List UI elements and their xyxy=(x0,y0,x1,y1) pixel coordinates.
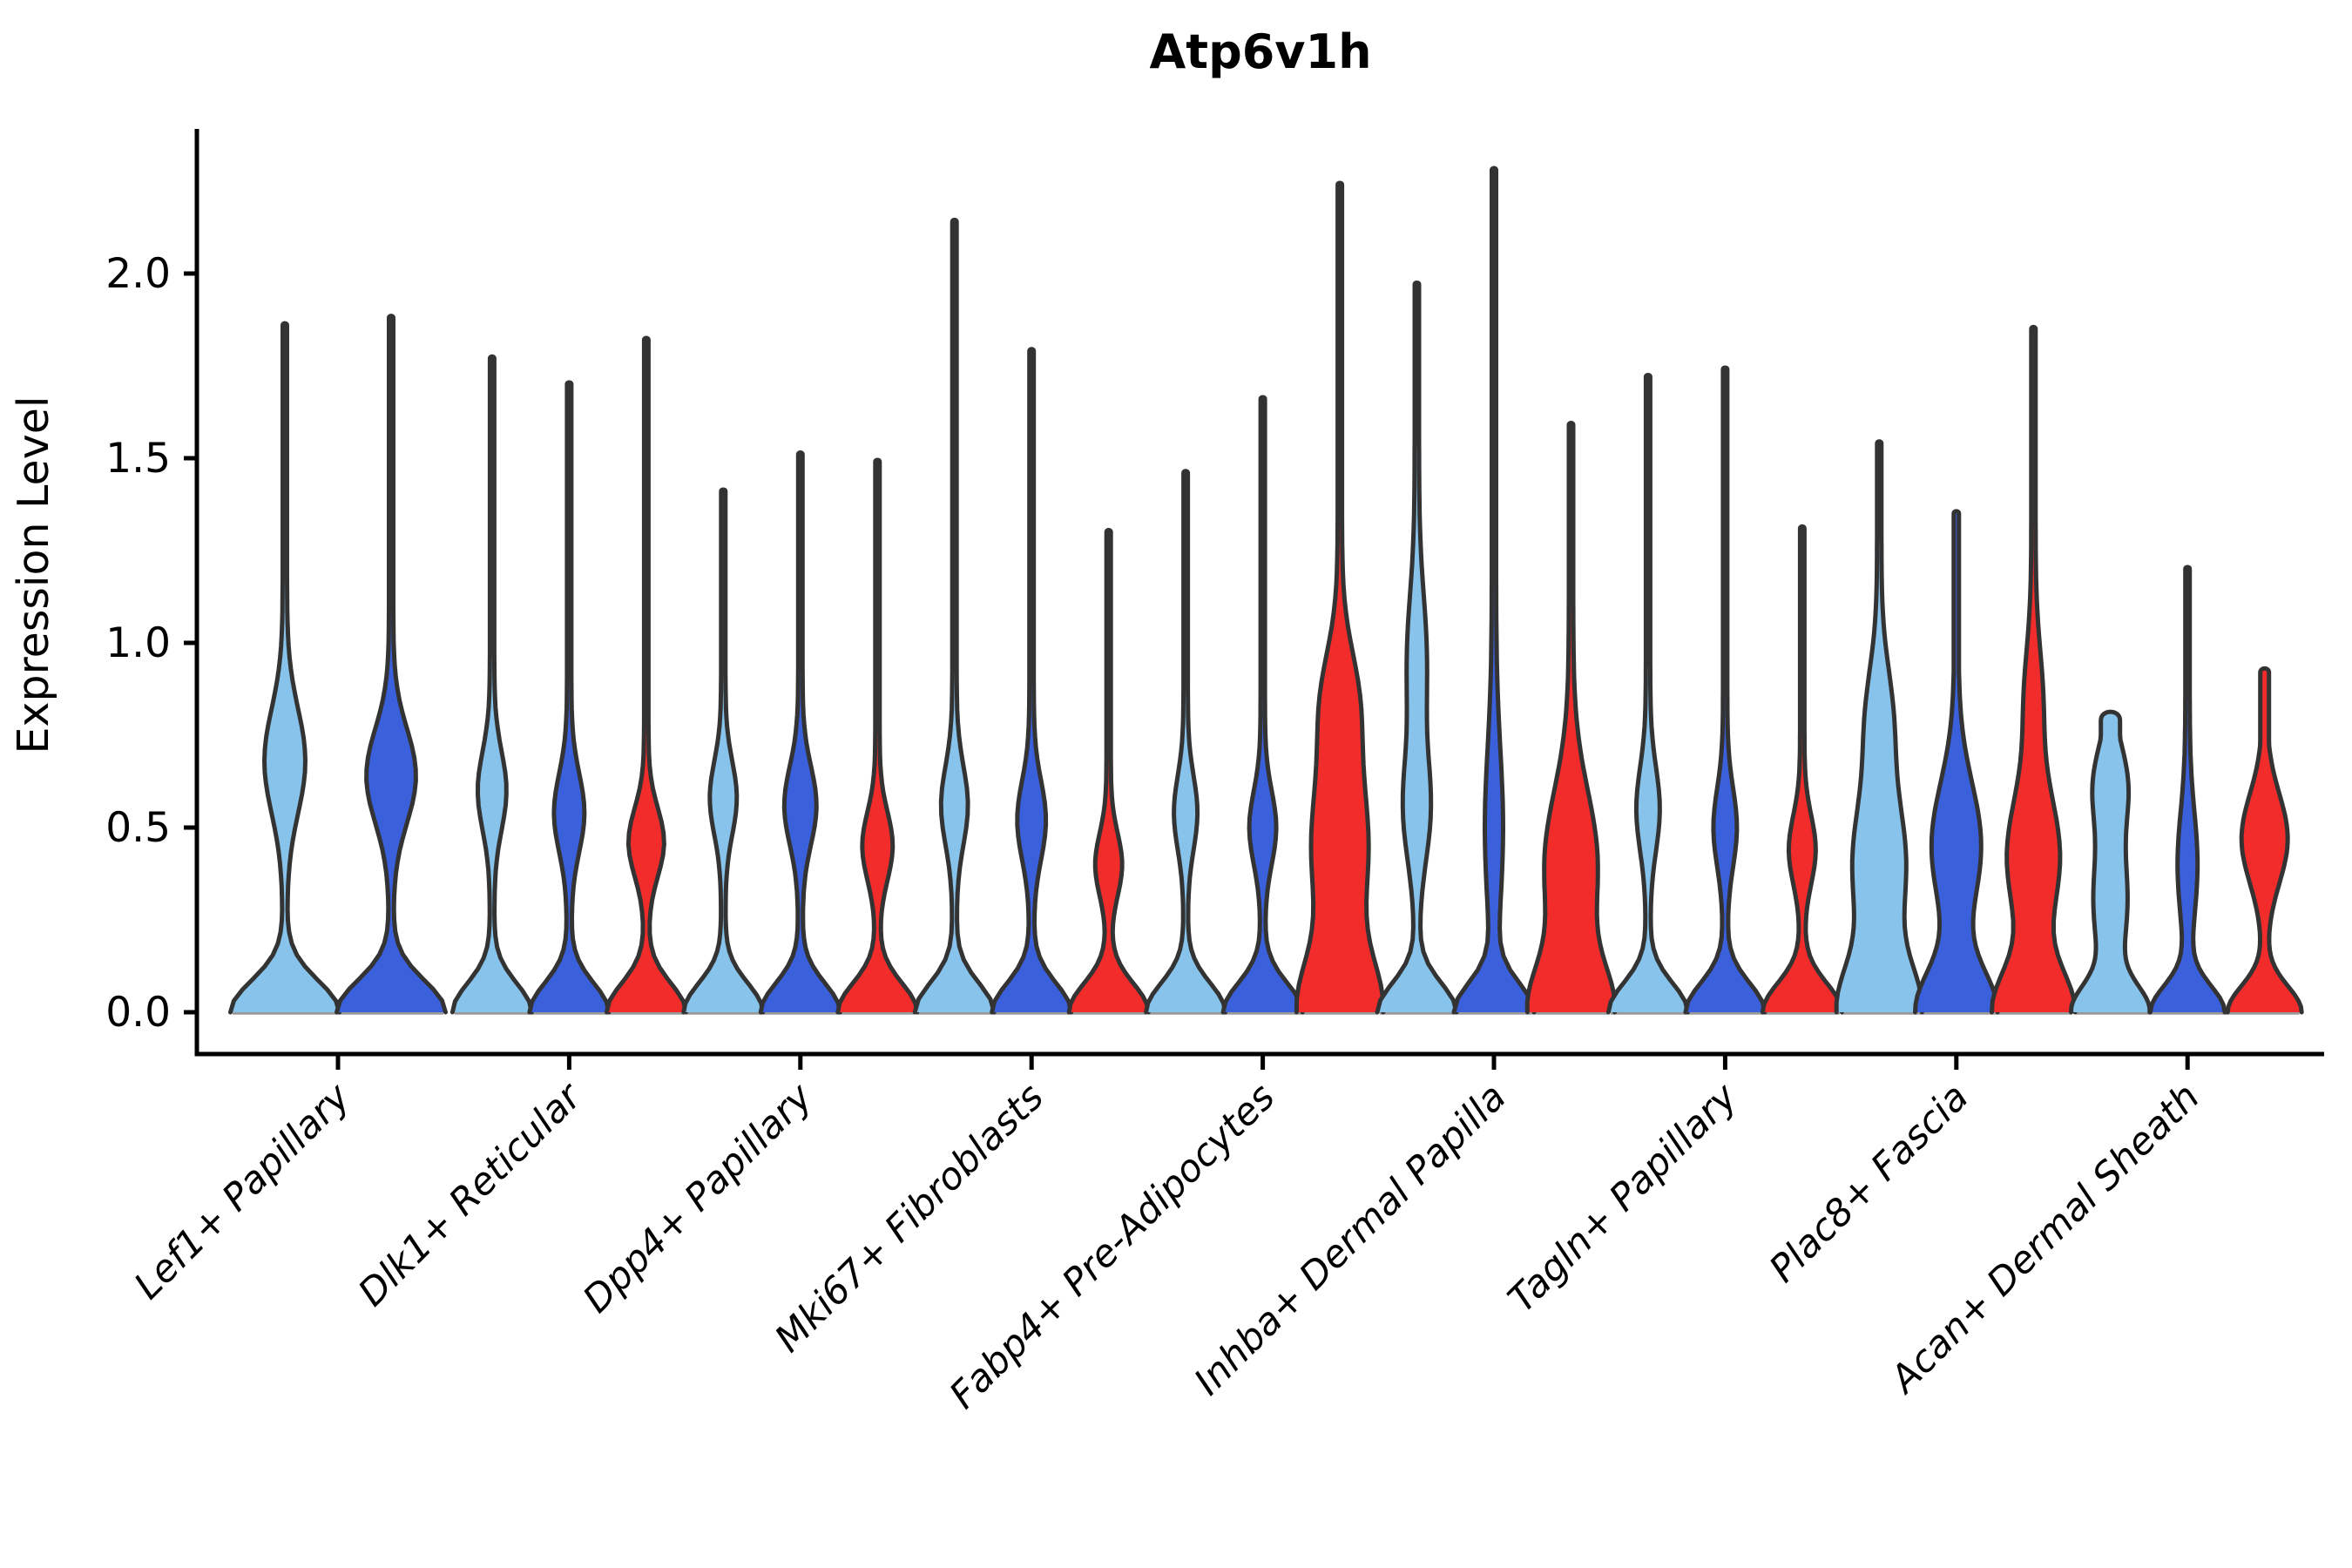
violin-outline xyxy=(1220,395,1305,1015)
violin-fill xyxy=(529,382,609,1012)
violin-fill xyxy=(1296,182,1383,1012)
violin-fill xyxy=(1377,282,1456,1012)
violin-outline xyxy=(912,217,997,1015)
violins xyxy=(228,166,2304,1015)
violin-outline xyxy=(990,347,1074,1015)
violin-outline xyxy=(449,354,534,1015)
chart-title: Atp6v1h xyxy=(1149,24,1371,79)
y-axis-title: Expression Level xyxy=(9,396,58,754)
violin-fill xyxy=(1454,168,1534,1013)
violin-outline xyxy=(1144,469,1228,1015)
violin-fill xyxy=(1836,441,1923,1012)
violin-outline xyxy=(1294,180,1386,1015)
violin-outline xyxy=(1375,280,1459,1015)
violin-fill xyxy=(452,356,532,1012)
violin-fill xyxy=(837,459,917,1012)
violin-outline xyxy=(1760,524,1844,1015)
y-tick-label: 0.5 xyxy=(105,804,171,852)
y-tick-label: 1.5 xyxy=(105,435,171,483)
violin-outline xyxy=(2148,564,2227,1015)
x-tick-label: Plac8+ Fascia xyxy=(1761,1075,1977,1291)
violin-outline xyxy=(1990,324,2078,1015)
violin-fill xyxy=(1527,422,1615,1012)
violin-fill xyxy=(1146,470,1226,1012)
violin-outline xyxy=(758,450,842,1015)
y-tick-label: 2.0 xyxy=(105,250,171,298)
violin-fill xyxy=(1069,530,1149,1012)
violin-outline xyxy=(228,321,341,1015)
violin-fill xyxy=(2071,712,2150,1012)
violin-outline xyxy=(1683,365,1767,1015)
violin-fill xyxy=(1915,510,1998,1012)
violin-outline xyxy=(1834,439,1924,1015)
x-tick-label: Lef1+ Papillary xyxy=(126,1075,359,1308)
violin-outline xyxy=(527,380,612,1015)
violin-outline xyxy=(835,457,920,1015)
violin-fill xyxy=(1991,327,2076,1013)
violin-fill xyxy=(683,489,763,1012)
violin-outline xyxy=(1913,509,2000,1015)
violin-outline xyxy=(2069,709,2153,1015)
violin-fill xyxy=(1762,526,1842,1012)
violin-outline xyxy=(2225,666,2304,1015)
y-tick-label: 0.0 xyxy=(105,989,171,1037)
violin-fill xyxy=(230,323,340,1012)
violin-fill xyxy=(336,315,446,1012)
y-tick-label: 1.0 xyxy=(105,619,171,667)
violin-outline xyxy=(1451,166,1537,1015)
violin-fill xyxy=(760,452,841,1012)
violin-fill xyxy=(2227,668,2302,1012)
violin-outline xyxy=(1066,528,1151,1015)
x-tick-label: Dpp4+ Papillary xyxy=(575,1075,821,1321)
violin-outline xyxy=(1605,372,1690,1015)
violin-fill xyxy=(1608,375,1688,1012)
x-tick-label: Tagln+ Papillary xyxy=(1500,1075,1747,1321)
violin-outline xyxy=(1524,421,1618,1015)
x-tick-label: Dlk1+ Reticular xyxy=(350,1074,591,1315)
axes xyxy=(184,129,2324,1070)
violin-fill xyxy=(2150,566,2225,1012)
violin-fill xyxy=(1223,396,1303,1012)
violin-outline xyxy=(681,487,766,1015)
violin-outline xyxy=(604,335,688,1015)
violin-outline xyxy=(335,314,448,1015)
